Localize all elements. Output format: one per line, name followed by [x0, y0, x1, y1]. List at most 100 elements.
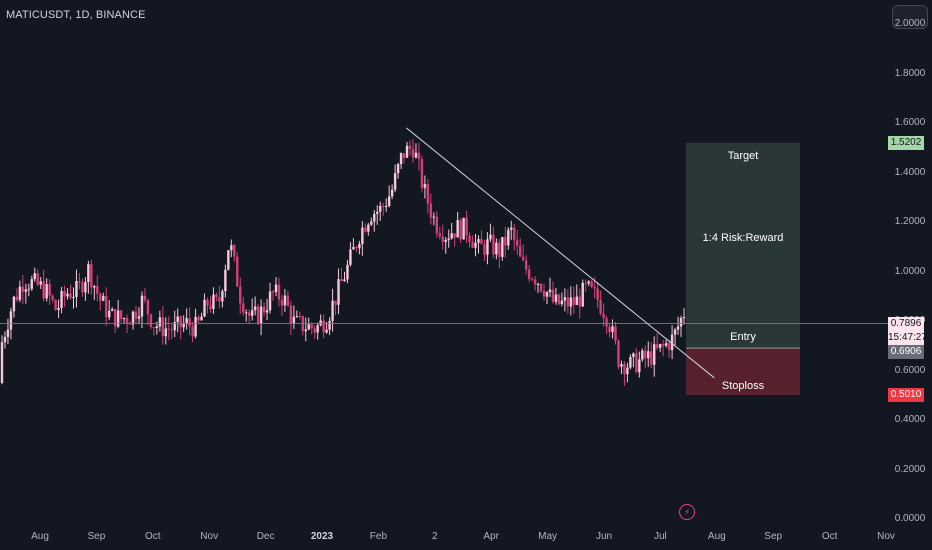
time-tick-label: Sep — [764, 531, 783, 542]
candle — [134, 305, 138, 324]
candle — [245, 309, 248, 322]
candle — [373, 209, 376, 232]
candle — [590, 279, 593, 289]
time-tick-label: 2023 — [310, 531, 334, 542]
candle — [200, 312, 203, 321]
trendline[interactable] — [406, 127, 715, 379]
price-tick-label: 1.4000 — [894, 166, 926, 178]
candle — [539, 283, 543, 294]
price-tick-label: 0.0000 — [894, 513, 926, 524]
candle — [283, 289, 287, 312]
candle — [438, 226, 441, 240]
candle — [197, 314, 200, 323]
symbol-title: MATICUSDT, 1D, BINANCE — [6, 9, 146, 21]
candle — [247, 309, 251, 324]
candle — [560, 292, 564, 307]
candle — [346, 260, 349, 284]
candle — [477, 235, 480, 254]
target-price-badge: 1.5202 — [888, 135, 924, 150]
profit-zone[interactable] — [686, 142, 800, 349]
candle — [504, 226, 507, 258]
candle — [158, 310, 162, 332]
candle — [21, 274, 25, 304]
candle — [361, 221, 364, 256]
candle — [36, 269, 39, 287]
candle — [48, 279, 51, 306]
candle — [218, 286, 221, 309]
candle — [60, 287, 63, 314]
candlestick-series — [0, 139, 686, 386]
candle — [462, 217, 465, 240]
candle — [390, 184, 394, 200]
settings-button[interactable] — [892, 5, 928, 29]
candle — [265, 298, 269, 321]
candle — [548, 277, 552, 298]
candle — [108, 300, 111, 321]
candle — [96, 275, 99, 302]
candle — [116, 300, 120, 329]
candle — [15, 288, 19, 302]
candle — [367, 222, 370, 236]
candle — [66, 288, 69, 300]
candle — [176, 308, 179, 333]
drawing-layer[interactable] — [0, 127, 888, 379]
candle — [146, 299, 150, 326]
candle — [63, 285, 66, 307]
candle — [364, 223, 367, 233]
candle — [75, 269, 78, 308]
candle — [426, 179, 430, 214]
candle — [262, 302, 266, 317]
candle — [72, 287, 75, 309]
candle — [417, 142, 421, 171]
candle — [572, 286, 576, 314]
long-position-zone[interactable] — [686, 142, 800, 396]
candle — [215, 292, 218, 302]
candle — [635, 348, 638, 374]
current-price-badge: 0.7896 — [888, 316, 924, 331]
candle — [468, 232, 471, 248]
candle — [489, 223, 492, 243]
candle — [84, 277, 87, 301]
candle — [370, 217, 373, 226]
time-tick-label: Oct — [145, 531, 161, 542]
candle — [179, 315, 182, 340]
candle — [495, 238, 498, 260]
candle — [45, 278, 48, 302]
candle — [450, 222, 453, 240]
candle — [102, 292, 105, 302]
candle — [483, 240, 486, 261]
candle — [57, 299, 60, 319]
candle — [581, 279, 584, 308]
candle — [39, 277, 42, 290]
candle — [137, 307, 141, 325]
candle — [435, 211, 439, 238]
lightning-icon[interactable]: ⚡ — [679, 504, 695, 520]
candle — [33, 267, 36, 283]
candle — [337, 268, 340, 315]
price-tick-label: 1.2000 — [894, 216, 926, 227]
candle — [274, 277, 278, 297]
candle — [524, 254, 528, 275]
candle — [399, 152, 403, 170]
candle — [256, 303, 260, 325]
candle — [191, 321, 194, 343]
candle — [501, 237, 504, 261]
candle — [647, 341, 650, 367]
candle — [661, 339, 665, 357]
stoploss-label: Stoploss — [721, 380, 765, 392]
candle — [465, 210, 468, 243]
candle — [405, 141, 409, 159]
candle — [352, 238, 355, 250]
candle — [644, 345, 647, 369]
time-tick-label: Apr — [483, 531, 499, 542]
candle — [396, 162, 400, 179]
candle — [358, 240, 361, 255]
time-tick-label: May — [538, 531, 558, 542]
candle — [143, 287, 147, 304]
bar-countdown-badge: 15:47:27 — [888, 330, 927, 345]
candle — [349, 242, 352, 267]
loss-zone[interactable] — [686, 348, 800, 396]
candle — [227, 249, 230, 271]
candle — [331, 288, 334, 332]
